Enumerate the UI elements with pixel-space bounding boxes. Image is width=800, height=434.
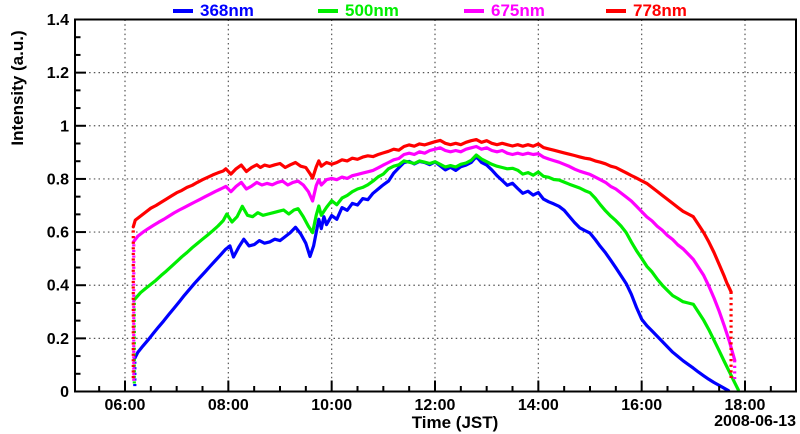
series-line-675nm xyxy=(132,144,737,362)
y-tick-label: 1.4 xyxy=(47,12,69,29)
series-500nm xyxy=(132,153,740,392)
axis-ticks xyxy=(75,18,772,393)
legend-line-swatch-675nm-icon xyxy=(464,9,484,13)
y-tick-label: 0 xyxy=(60,384,69,401)
legend-label-368nm: 368nm xyxy=(200,1,254,20)
date-label: 2008-06-13 xyxy=(714,413,796,430)
series-675nm xyxy=(132,144,737,382)
legend-label-675nm: 675nm xyxy=(491,1,545,20)
legend-label-500nm: 500nm xyxy=(345,1,399,20)
legend-line-swatch-368nm-icon xyxy=(173,9,193,13)
x-tick-label: 18:00 xyxy=(725,397,766,414)
series-line-778nm xyxy=(131,138,733,294)
legend-item-675nm: 675nm xyxy=(464,0,545,22)
x-tick-label: 14:00 xyxy=(518,397,559,414)
gridlines xyxy=(75,18,796,392)
x-axis-title: Time (JST) xyxy=(411,413,499,432)
y-tick-label: 0.4 xyxy=(47,278,69,295)
chart-legend: 368nm 500nm 675nm 778nm xyxy=(0,0,800,22)
tick-labels: 06:00 08:00 10:00 12:00 14:00 16:00 18:00 0 0.2 0… xyxy=(47,12,766,414)
series-line-500nm xyxy=(132,153,740,392)
x-tick-label: 10:00 xyxy=(311,397,352,414)
legend-line-swatch-500nm-icon xyxy=(318,9,338,13)
series-line-368nm xyxy=(133,155,731,393)
y-tick-label: 0.2 xyxy=(47,331,69,348)
y-tick-label: 1 xyxy=(60,118,69,135)
x-tick-label: 12:00 xyxy=(415,397,456,414)
x-tick-label: 06:00 xyxy=(105,397,146,414)
series-368nm xyxy=(133,155,731,393)
y-tick-label: 0.6 xyxy=(47,225,69,242)
legend-item-778nm: 778nm xyxy=(606,0,687,22)
legend-item-500nm: 500nm xyxy=(318,0,399,22)
legend-item-368nm: 368nm xyxy=(173,0,254,22)
y-tick-label: 0.8 xyxy=(47,171,69,188)
y-axis-title: Intensity (a.u.) xyxy=(8,30,27,146)
legend-line-swatch-778nm-icon xyxy=(606,9,626,13)
x-tick-label: 16:00 xyxy=(621,397,662,414)
series-778nm xyxy=(131,138,733,379)
y-tick-label: 1.2 xyxy=(47,65,69,82)
x-tick-label: 08:00 xyxy=(208,397,249,414)
legend-label-778nm: 778nm xyxy=(633,1,687,20)
